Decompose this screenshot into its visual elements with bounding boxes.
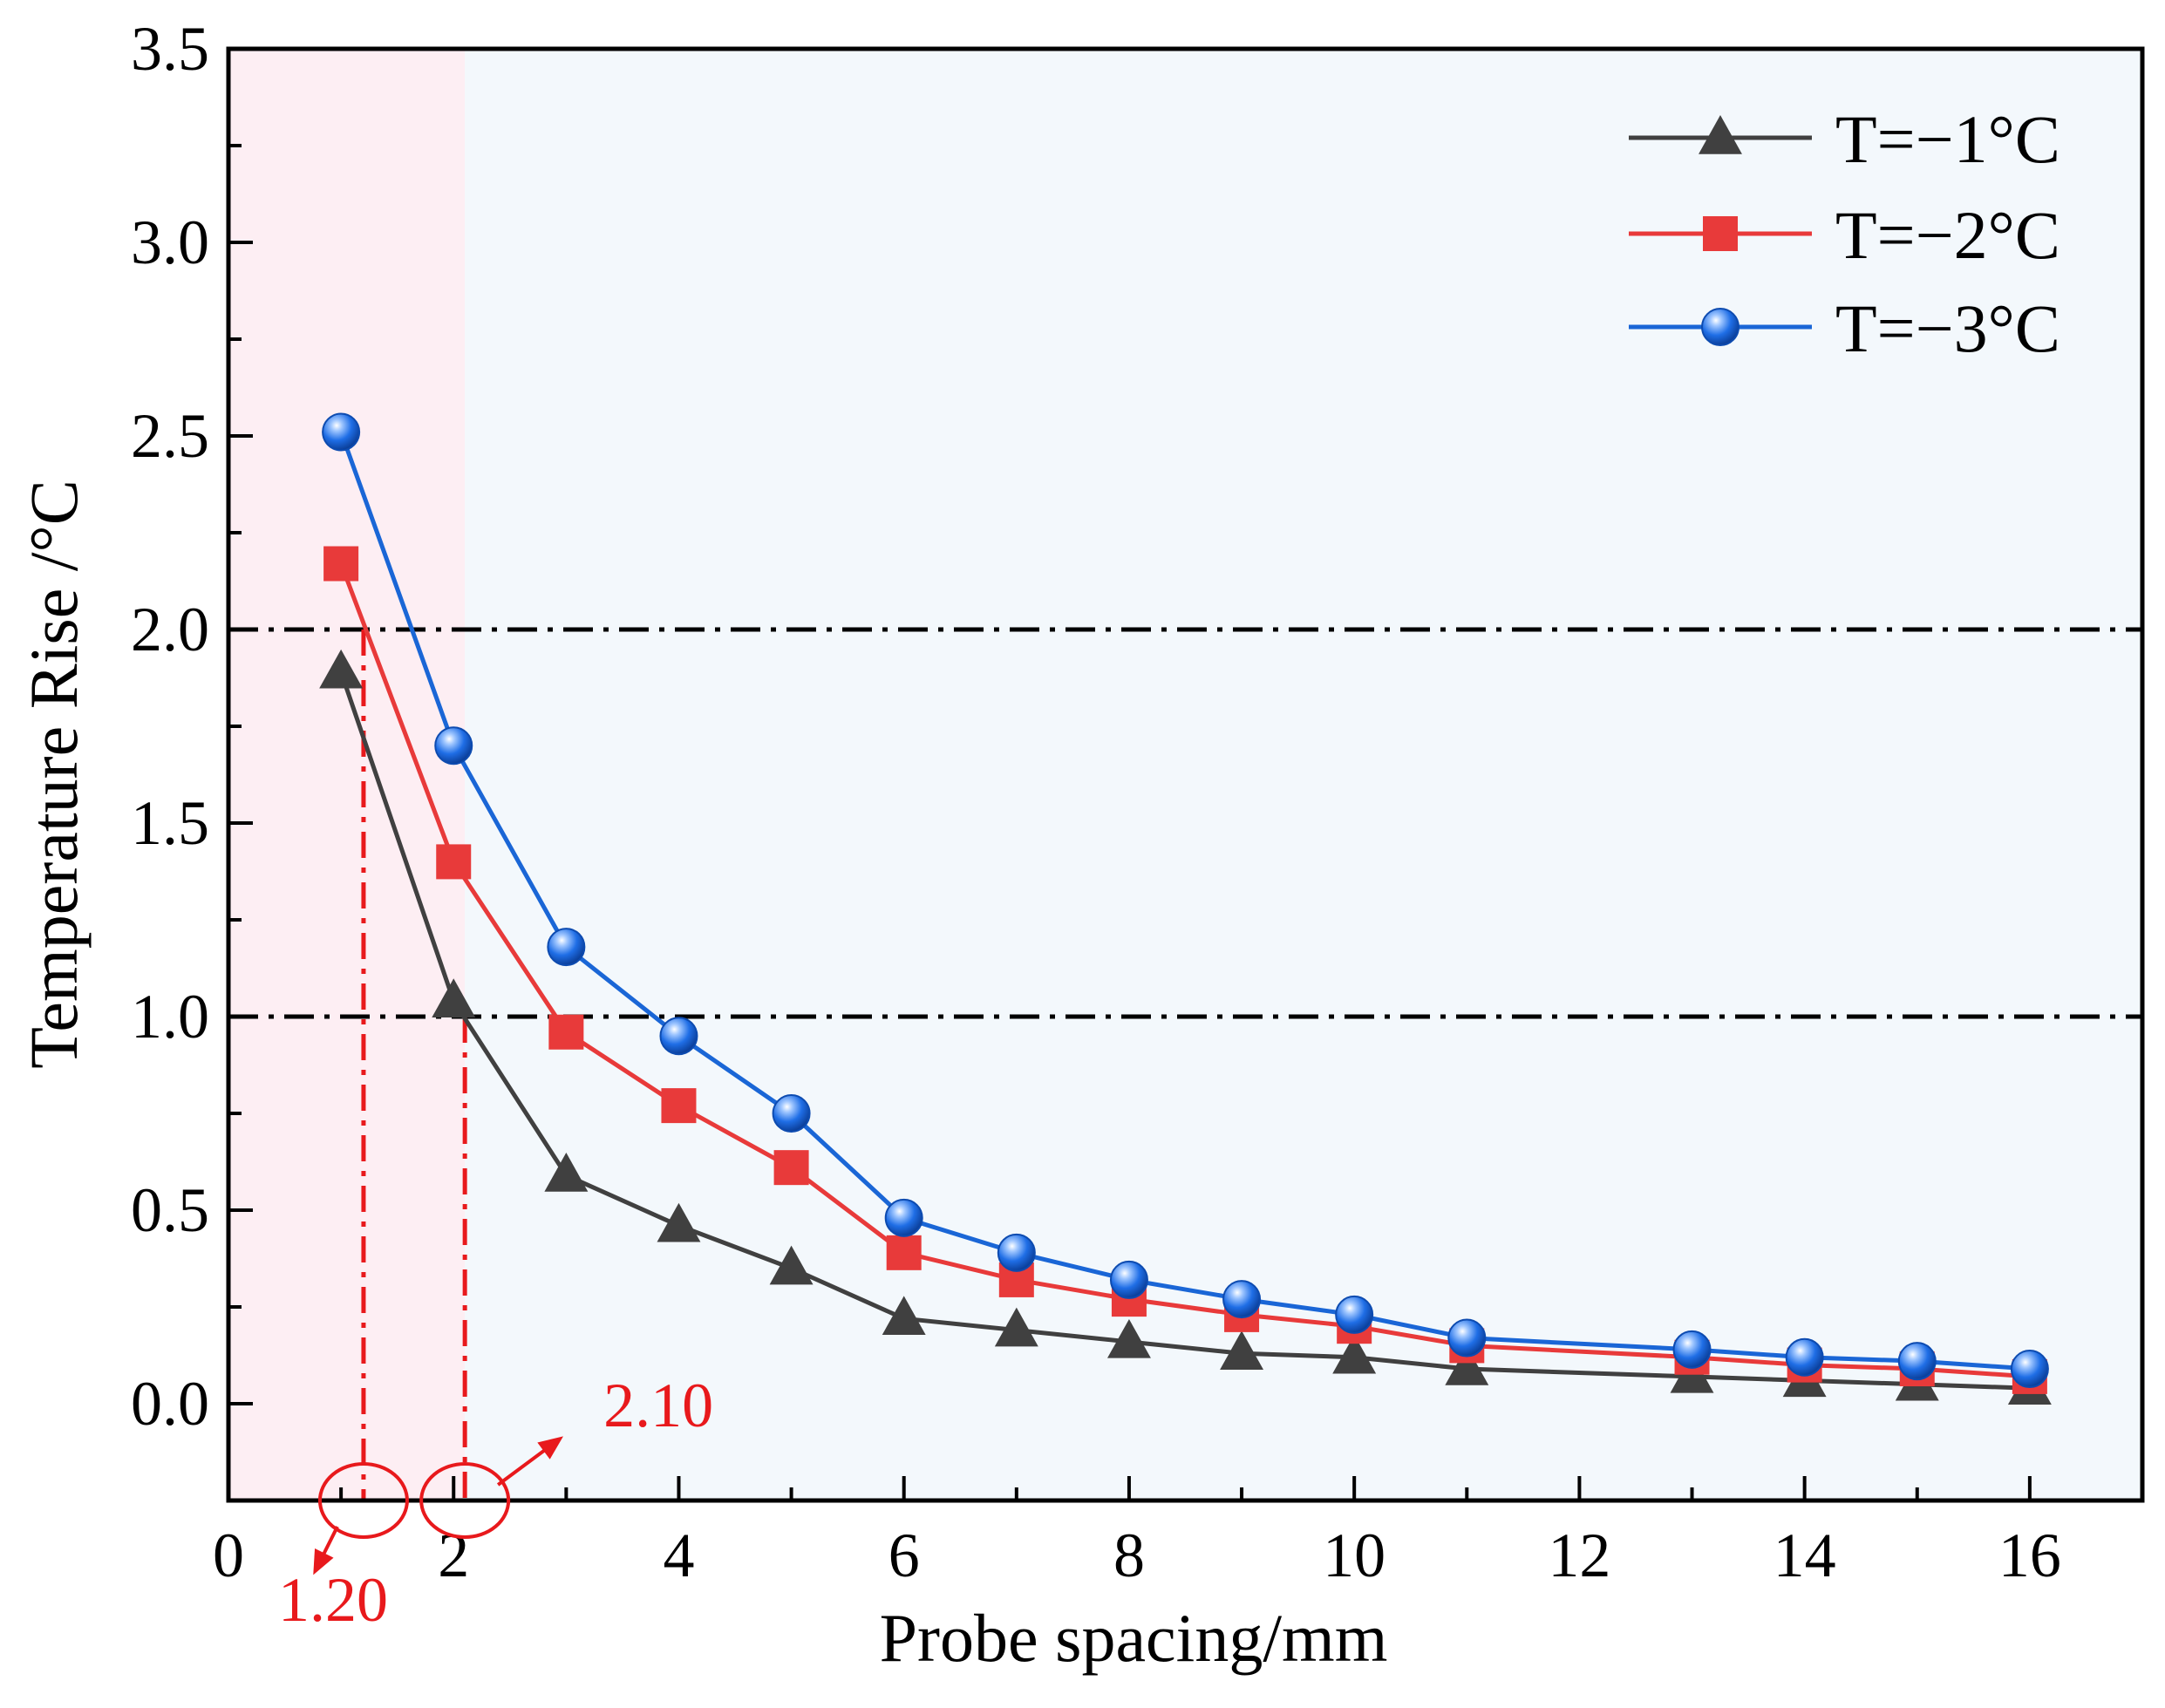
x-tick-label: 4 (663, 1521, 694, 1590)
x-tick-label: 0 (213, 1521, 244, 1590)
reference-lines (228, 627, 2142, 1019)
y-tick-label: 3.5 (131, 14, 209, 84)
legend-square-marker (1703, 216, 1738, 251)
annotation-guides (361, 629, 467, 1500)
x-tick-label: 8 (1113, 1521, 1145, 1590)
x-tick-label: 6 (888, 1521, 920, 1590)
data-point-triangle (882, 1296, 926, 1336)
data-point-square (773, 1150, 809, 1186)
plot-background (228, 49, 2143, 1500)
x-tick-label: 12 (1548, 1521, 1610, 1590)
annotation-label-1-20: 1.20 (278, 1565, 388, 1635)
annotation-circle (419, 1462, 511, 1539)
y-tick-label: 2.5 (131, 401, 209, 471)
legend-marker-circle (1701, 308, 1739, 346)
legend-marker-triangle (1699, 115, 1742, 154)
shaded-region-left (228, 49, 466, 1500)
data-point-triangle (432, 978, 476, 1017)
legend: T=−1°C T=−2°C T=−3°C (1629, 101, 2060, 366)
legend-label-t-3: T=−3°C (1835, 290, 2060, 366)
data-point-square (323, 546, 359, 582)
annotation-arrow-head (537, 1436, 563, 1460)
series-layer (319, 412, 2052, 1405)
data-point-circle (322, 412, 361, 452)
shaded-region-right (465, 49, 2143, 1500)
data-point-circle (434, 726, 473, 766)
series-triangle (319, 649, 2052, 1405)
legend-entry-0: T=−1°C (1629, 101, 2060, 177)
annotation-marks: 1.20 2.10 (278, 1371, 713, 1635)
data-point-triangle (1220, 1330, 1264, 1370)
x-tick-label: 16 (1998, 1521, 2061, 1590)
annotation-circle (317, 1462, 409, 1539)
data-point-circle (772, 1094, 811, 1133)
data-point-triangle (657, 1202, 701, 1242)
data-point-square (548, 1014, 584, 1050)
data-point-circle (2010, 1350, 2049, 1389)
data-point-triangle (1106, 1318, 1151, 1358)
data-point-triangle (319, 649, 364, 689)
data-point-circle (1672, 1330, 1712, 1369)
data-point-square (436, 844, 472, 880)
data-point-circle (997, 1233, 1036, 1272)
data-point-circle (1222, 1280, 1262, 1319)
data-point-circle (1897, 1342, 1937, 1381)
data-point-circle (1447, 1318, 1487, 1358)
legend-triangle-marker (1699, 115, 1742, 154)
legend-label-t-2: T=−2°C (1835, 197, 2060, 273)
data-point-circle (1785, 1337, 1824, 1377)
data-point-circle (659, 1017, 698, 1056)
data-point-circle (547, 928, 586, 967)
y-tick-label: 1.0 (131, 982, 209, 1051)
x-axis-title: Probe spacing/mm (880, 1600, 1388, 1676)
y-axis-ticks: 0.0 0.5 1.0 1.5 2.0 2.5 3.0 3.5 (131, 14, 253, 1439)
legend-entry-2: T=−3°C (1629, 290, 2060, 366)
legend-circle-marker (1701, 308, 1739, 346)
x-axis-ticks: 0 2 4 6 8 10 12 14 16 (213, 1476, 2061, 1590)
x-tick-label: 10 (1323, 1521, 1385, 1590)
y-tick-label: 0.5 (131, 1175, 209, 1245)
data-point-triangle (1332, 1334, 1377, 1374)
series-circle (322, 412, 2049, 1389)
annotation-label-2-10: 2.10 (603, 1371, 713, 1440)
y-tick-label: 2.0 (131, 595, 209, 664)
legend-label-t-1: T=−1°C (1835, 101, 2060, 177)
y-tick-label: 1.5 (131, 788, 209, 858)
data-point-triangle (769, 1245, 814, 1285)
y-axis-title: Temperature Rise /°C (16, 480, 92, 1069)
y-tick-label: 0.0 (131, 1369, 209, 1439)
data-point-triangle (994, 1307, 1038, 1347)
data-point-square (661, 1088, 697, 1124)
data-point-circle (1109, 1260, 1148, 1299)
data-point-square (886, 1235, 922, 1270)
data-point-triangle (544, 1153, 589, 1192)
legend-entry-1: T=−2°C (1629, 197, 2060, 273)
data-point-triangle (1445, 1346, 1489, 1385)
data-point-circle (884, 1198, 923, 1237)
data-point-circle (1335, 1295, 1374, 1334)
y-tick-label: 3.0 (131, 208, 209, 277)
legend-marker-square (1703, 216, 1738, 251)
annotation-arrow-head (313, 1548, 334, 1575)
x-tick-label: 14 (1774, 1521, 1836, 1590)
plot-frame (226, 46, 2145, 1503)
